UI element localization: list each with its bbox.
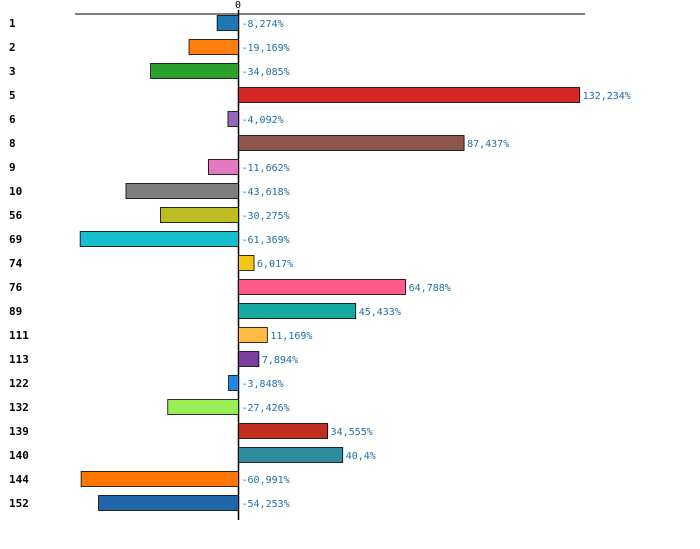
- category-label: 122: [9, 377, 29, 390]
- value-label-6: -4,092%: [242, 115, 284, 126]
- category-label: 111: [9, 329, 29, 342]
- category-label: 152: [9, 497, 29, 510]
- value-label-76: 64,788%: [409, 283, 451, 294]
- bar-139: [238, 423, 329, 439]
- value-label-56: -30,275%: [242, 211, 290, 222]
- category-label: 69: [9, 233, 22, 246]
- value-label-3: -34,085%: [242, 67, 290, 78]
- bar-132: [167, 399, 239, 415]
- value-label-10: -43,618%: [242, 187, 290, 198]
- bar-122: [228, 375, 239, 391]
- bar-10: [125, 183, 239, 199]
- bar-76: [238, 279, 407, 295]
- category-label: 132: [9, 401, 29, 414]
- value-label-122: -3,848%: [242, 379, 284, 390]
- bar-6: [227, 111, 239, 127]
- value-label-144: -60,991%: [242, 475, 290, 486]
- value-label-9: -11,662%: [242, 163, 290, 174]
- category-label: 9: [9, 161, 16, 174]
- category-label: 2: [9, 41, 16, 54]
- category-label: 6: [9, 113, 16, 126]
- category-label: 8: [9, 137, 16, 150]
- category-label: 144: [9, 473, 29, 486]
- category-label: 3: [9, 65, 16, 78]
- value-label-1: -8,274%: [242, 19, 284, 30]
- zero-tick-label: 0: [235, 0, 241, 11]
- value-label-139: 34,555%: [331, 427, 373, 438]
- category-label: 113: [9, 353, 29, 366]
- category-label: 5: [9, 89, 16, 102]
- bar-144: [80, 471, 239, 487]
- category-label: 76: [9, 281, 23, 294]
- category-label: 140: [9, 449, 29, 462]
- category-label: 56: [9, 209, 23, 222]
- value-label-89: 45,433%: [359, 307, 401, 318]
- category-label: 139: [9, 425, 29, 438]
- value-label-74: 6,017%: [257, 259, 293, 270]
- value-label-8: 87,437%: [467, 139, 509, 150]
- category-label: 10: [9, 185, 22, 198]
- value-label-111: 11,169%: [270, 331, 312, 342]
- bar-89: [238, 303, 357, 319]
- category-label: 74: [9, 257, 23, 270]
- bar-9: [208, 159, 239, 175]
- value-label-2: -19,169%: [242, 43, 290, 54]
- value-label-5: 132,234%: [583, 91, 631, 102]
- bar-74: [238, 255, 255, 271]
- bar-152: [98, 495, 239, 511]
- bar-69: [79, 231, 239, 247]
- bar-113: [238, 351, 260, 367]
- bar-140: [238, 447, 344, 463]
- bar-1: [216, 15, 239, 31]
- category-label: 89: [9, 305, 22, 318]
- category-label: 1: [9, 17, 16, 30]
- bar-2: [188, 39, 239, 55]
- value-label-69: -61,369%: [242, 235, 290, 246]
- value-label-132: -27,426%: [242, 403, 290, 414]
- value-label-113: 7,894%: [262, 355, 298, 366]
- bar-3: [150, 63, 239, 79]
- value-label-140: 40,4%: [346, 451, 376, 462]
- bar-56: [159, 207, 239, 223]
- bar-5: [238, 87, 581, 103]
- bar-111: [238, 327, 268, 343]
- value-label-152: -54,253%: [242, 499, 290, 510]
- bar-8: [238, 135, 465, 151]
